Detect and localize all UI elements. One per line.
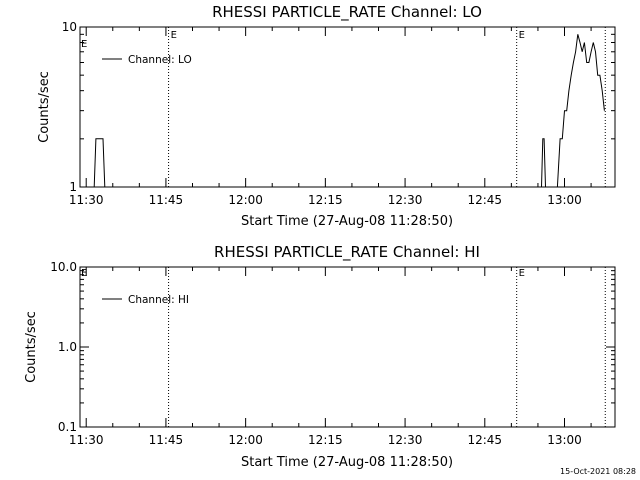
chart-title: RHESSI PARTICLE_RATE Channel: LO <box>212 3 482 22</box>
start-marker-label: E <box>81 268 87 279</box>
x-tick-label: 12:00 <box>228 193 263 207</box>
x-tick-label: 12:00 <box>228 433 263 447</box>
x-tick-label: 12:30 <box>388 193 423 207</box>
chart-title: RHESSI PARTICLE_RATE Channel: HI <box>214 243 480 262</box>
chart-panel-hi: RHESSI PARTICLE_RATE Channel: HI Counts/… <box>24 243 616 470</box>
start-marker-label: E <box>81 39 87 50</box>
x-tick-label: 12:45 <box>467 193 502 207</box>
legend: Channel: LO <box>102 54 192 66</box>
x-tick-label: 11:45 <box>149 433 184 447</box>
legend-entry-label: Channel: HI <box>128 294 189 306</box>
x-tick-label: 11:30 <box>69 433 104 447</box>
x-tick-label: 11:45 <box>149 193 184 207</box>
legend-entry-label: Channel: LO <box>128 54 192 66</box>
x-axis-label: Start Time (27-Aug-08 11:28:50) <box>241 455 453 470</box>
plot-frame <box>79 26 616 188</box>
x-tick-label: 11:30 <box>69 193 104 207</box>
plot-frame <box>79 266 616 428</box>
x-tick-label: 13:00 <box>547 433 582 447</box>
y-tick-label: 10.0 <box>50 260 77 274</box>
chart-panel-lo: RHESSI PARTICLE_RATE Channel: LO Counts/… <box>37 3 616 229</box>
event-marker-label: E <box>171 30 177 41</box>
y-tick-label: 10 <box>62 20 77 34</box>
x-tick-label: 13:00 <box>547 193 582 207</box>
y-axis-label: Counts/sec <box>24 311 39 383</box>
x-tick-label: 12:30 <box>388 433 423 447</box>
generation-timestamp: 15-Oct-2021 08:28 <box>560 467 636 476</box>
series-line <box>93 34 605 188</box>
y-tick-label: 0.1 <box>58 420 77 434</box>
x-tick-label: 12:15 <box>308 433 343 447</box>
x-tick-label: 12:15 <box>308 193 343 207</box>
y-axis-label: Counts/sec <box>37 71 52 143</box>
y-tick-label: 1 <box>69 180 77 194</box>
legend: Channel: HI <box>102 294 189 306</box>
event-marker-label: E <box>519 30 525 41</box>
event-marker-label: E <box>519 268 525 279</box>
x-axis-label: Start Time (27-Aug-08 11:28:50) <box>241 214 453 229</box>
x-tick-label: 12:45 <box>467 433 502 447</box>
y-tick-label: 1.0 <box>58 340 77 354</box>
